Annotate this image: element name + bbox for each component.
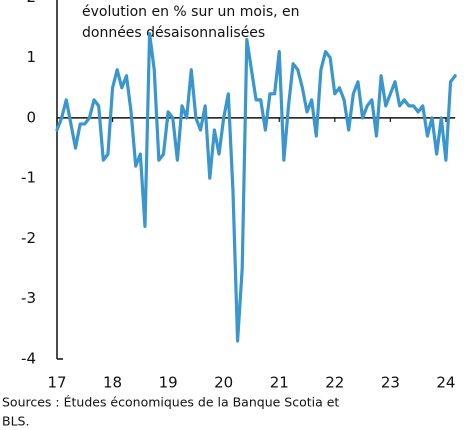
- y-tick-label: -2: [21, 229, 36, 247]
- x-tick-label: 19: [159, 374, 178, 392]
- y-tick-label: 1: [26, 48, 36, 66]
- source: BLS.: [2, 414, 29, 429]
- y-tick-label: 2: [26, 0, 36, 6]
- subtitle: données désaisonnalisées: [82, 25, 265, 41]
- x-tick-label: 24: [436, 374, 455, 392]
- x-tick-label: 17: [47, 374, 66, 392]
- x-tick-label: 23: [381, 374, 400, 392]
- y-tick-label: -4: [21, 350, 36, 368]
- x-tick-label: 18: [103, 374, 122, 392]
- y-tick-label: -1: [21, 169, 36, 187]
- subtitle: évolution en % sur un mois, en: [82, 4, 300, 20]
- x-tick-label: 21: [270, 374, 289, 392]
- series-line: [55, 31, 457, 343]
- y-tick-label: -3: [21, 289, 36, 307]
- x-tick-label: 22: [325, 374, 344, 392]
- y-tick-label: 0: [26, 108, 36, 126]
- x-tick-label: 20: [214, 374, 233, 392]
- source: Sources : Études économiques de la Banqu…: [2, 395, 339, 410]
